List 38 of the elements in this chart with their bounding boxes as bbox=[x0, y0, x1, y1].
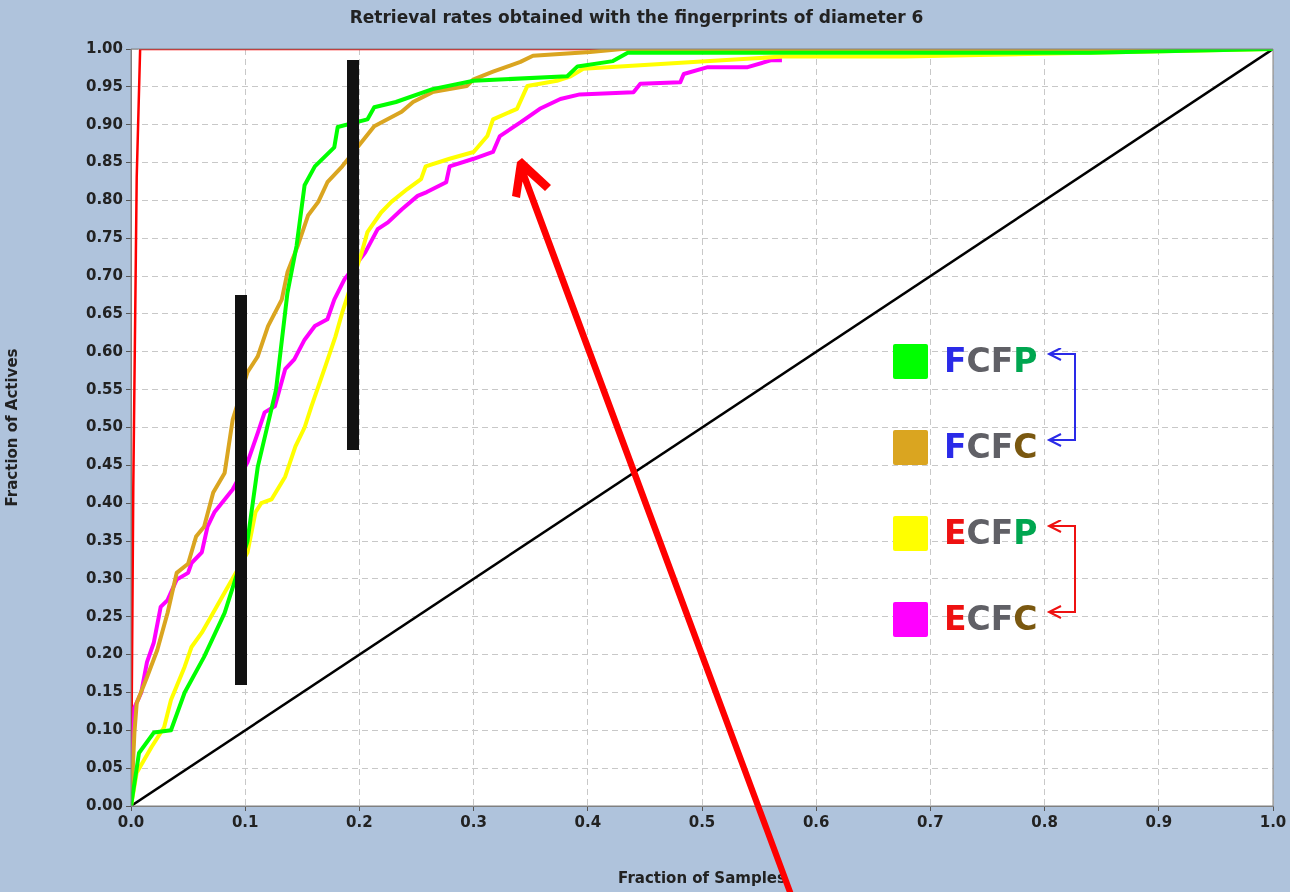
y-tick-label: 0.45 bbox=[85, 455, 123, 474]
y-tick-label: 0.90 bbox=[85, 114, 123, 133]
x-tick-label: 0.6 bbox=[802, 812, 830, 831]
y-tick-label: 0.80 bbox=[85, 190, 123, 209]
x-tick-label: 0.0 bbox=[117, 812, 145, 831]
y-tick-label: 0.35 bbox=[85, 530, 123, 549]
chart-title: Retrieval rates obtained with the fingerprints of diameter 6 bbox=[349, 6, 924, 27]
x-tick-label: 0.2 bbox=[346, 812, 373, 831]
x-tick-label: 0.3 bbox=[460, 812, 487, 831]
y-tick-label: 0.75 bbox=[85, 228, 123, 247]
x-tick-label: 0.5 bbox=[688, 812, 716, 831]
y-tick-label: 0.40 bbox=[85, 493, 123, 512]
y-tick-label: 0.05 bbox=[85, 758, 123, 777]
x-tick-label: 1.0 bbox=[1259, 812, 1287, 831]
legend-label: FCFP bbox=[944, 341, 1038, 380]
x-tick-label: 0.1 bbox=[231, 812, 259, 831]
x-tick-label: 0.9 bbox=[1145, 812, 1173, 831]
y-tick-label: 0.85 bbox=[85, 152, 123, 171]
y-axis-title: Fraction of Actives bbox=[2, 348, 21, 507]
y-tick-label: 0.00 bbox=[85, 795, 123, 814]
y-tick-label: 0.30 bbox=[85, 568, 123, 587]
x-tick-label: 0.7 bbox=[917, 812, 944, 831]
y-tick-label: 0.15 bbox=[85, 682, 123, 701]
y-tick-label: 0.20 bbox=[85, 644, 123, 663]
x-tick-label: 0.4 bbox=[574, 812, 602, 831]
legend-label: FCFC bbox=[944, 427, 1038, 466]
y-tick-label: 0.65 bbox=[85, 303, 123, 322]
y-tick-label: 0.60 bbox=[85, 341, 123, 360]
y-tick-label: 0.25 bbox=[85, 606, 123, 625]
legend-label: ECFP bbox=[944, 513, 1038, 552]
y-tick-label: 0.10 bbox=[85, 720, 123, 739]
y-tick-label: 0.95 bbox=[85, 76, 123, 95]
y-tick-label: 0.70 bbox=[85, 265, 123, 284]
legend-label: ECFC bbox=[944, 599, 1038, 638]
y-tick-label: 1.00 bbox=[85, 38, 123, 57]
y-tick-label: 0.50 bbox=[85, 417, 123, 436]
y-tick-label: 0.55 bbox=[85, 379, 123, 398]
x-tick-label: 0.8 bbox=[1031, 812, 1058, 831]
